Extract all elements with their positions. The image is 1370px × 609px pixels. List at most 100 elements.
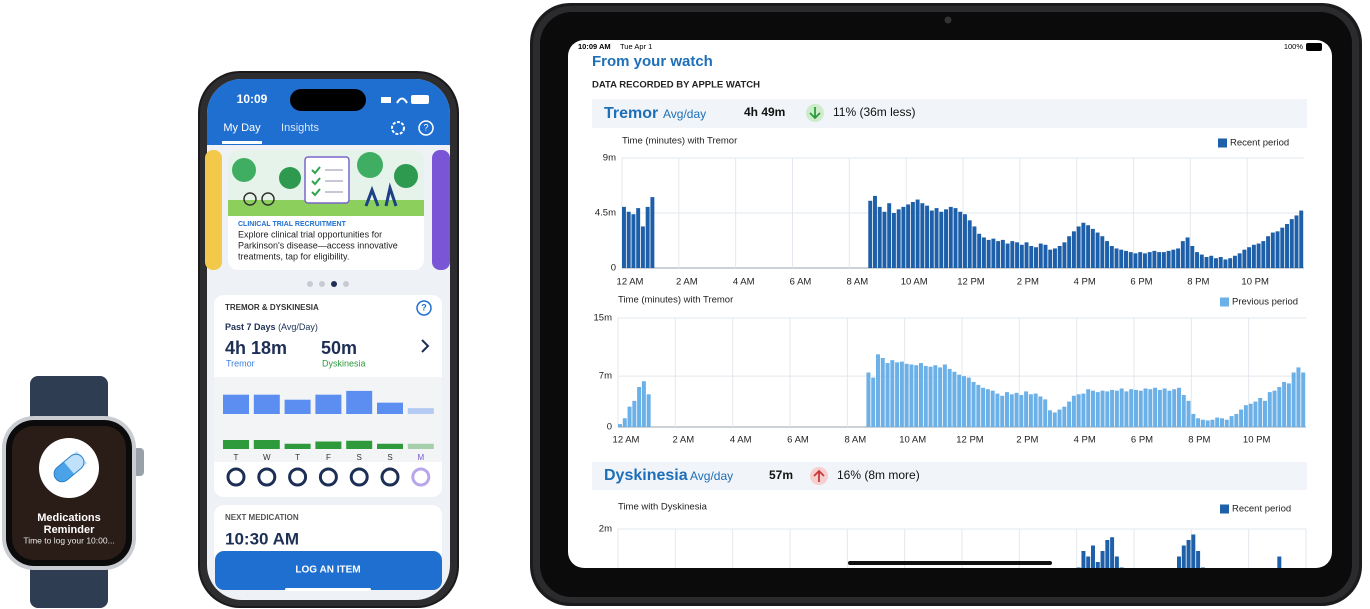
- help-icon[interactable]: [418, 120, 434, 136]
- bar: [986, 239, 991, 268]
- bar: [1086, 389, 1091, 427]
- card-text: Parkinson's disease—access innovative: [238, 240, 398, 250]
- legend-label: Recent period: [1232, 504, 1291, 515]
- card-text: treatments, tap for eligibility.: [238, 251, 349, 261]
- bar: [990, 390, 995, 427]
- day-ring: [349, 467, 369, 487]
- bar: [627, 406, 632, 427]
- bar: [1289, 219, 1294, 268]
- bar: [1038, 243, 1043, 268]
- bar: [1062, 242, 1067, 268]
- bar: [1294, 215, 1299, 268]
- bar: [1243, 405, 1248, 427]
- bar: [873, 195, 877, 268]
- bar: [1110, 537, 1115, 568]
- bar: [1153, 387, 1158, 427]
- bar: [1000, 239, 1005, 268]
- bar: [622, 206, 626, 268]
- bar: [1218, 257, 1223, 268]
- bar: [934, 208, 939, 268]
- bar: [640, 226, 645, 268]
- svg-text:?: ?: [421, 302, 427, 312]
- x-tick-label: 12 AM: [613, 435, 640, 446]
- bar: [626, 211, 631, 268]
- tab[interactable]: Insights: [281, 122, 319, 134]
- bar: [981, 237, 986, 268]
- bar: [1071, 231, 1076, 268]
- tremor-label: Tremor: [226, 358, 255, 368]
- x-tick-label: 12 PM: [956, 435, 984, 446]
- bar: [1029, 246, 1034, 268]
- bar: [1076, 567, 1081, 568]
- bar: [942, 364, 947, 427]
- bar: [923, 365, 928, 427]
- bar: [1253, 401, 1258, 427]
- day-label: S: [387, 453, 392, 462]
- next-med-card[interactable]: [214, 505, 442, 565]
- card-tag: CLINICAL TRIAL RECRUITMENT: [238, 221, 347, 228]
- bar: [866, 372, 871, 427]
- bar: [1095, 232, 1100, 268]
- bar: [1091, 390, 1095, 427]
- bar: [1172, 389, 1177, 427]
- bar: [1119, 388, 1124, 427]
- tremor-value: 4h 18m: [225, 338, 287, 358]
- bar: [1005, 392, 1009, 427]
- legend-swatch: [1220, 504, 1229, 514]
- card-title: TREMOR & DYSKINESIA: [225, 303, 319, 312]
- bar: [346, 390, 373, 414]
- bar: [952, 371, 957, 427]
- bar: [1019, 395, 1024, 427]
- bar: [1228, 258, 1233, 268]
- bar: [253, 440, 280, 449]
- bar: [1190, 246, 1195, 268]
- bar: [223, 440, 249, 449]
- bar: [1119, 567, 1124, 568]
- bar: [1200, 419, 1205, 427]
- bar: [1299, 210, 1304, 268]
- bar: [1124, 391, 1129, 427]
- settings-icon[interactable]: [391, 121, 405, 135]
- bar: [1105, 540, 1110, 568]
- bar: [939, 211, 944, 268]
- section-change: 16% (8m more): [837, 468, 920, 482]
- bar: [947, 368, 952, 427]
- bar: [915, 199, 920, 268]
- log-button[interactable]: [215, 551, 442, 590]
- bar: [1177, 556, 1181, 568]
- x-tick-label: 2 AM: [673, 435, 695, 446]
- bar: [966, 377, 971, 427]
- bar: [622, 418, 627, 427]
- day-label: S: [357, 453, 362, 462]
- bar: [1095, 562, 1100, 568]
- bar: [1134, 389, 1138, 427]
- log-button-label[interactable]: LOG AN ITEM: [295, 565, 360, 576]
- bar: [1223, 259, 1228, 268]
- y-tick-label: 9m: [603, 153, 616, 164]
- bar: [1291, 372, 1296, 427]
- day-ring: [226, 467, 246, 487]
- bar: [1147, 252, 1152, 268]
- bar: [1109, 246, 1114, 268]
- bar: [1142, 253, 1147, 268]
- bar: [1191, 413, 1196, 427]
- bar: [977, 233, 982, 268]
- x-tick-label: 2 PM: [1016, 435, 1038, 446]
- bar: [377, 402, 403, 414]
- x-tick-label: 12 PM: [957, 277, 985, 288]
- chart-title: Time with Dyskinesia: [618, 502, 708, 513]
- bar: [1296, 367, 1301, 427]
- legend-swatch: [1218, 138, 1227, 148]
- bar: [1263, 400, 1267, 427]
- next-med-time: 10:30 AM: [225, 529, 299, 548]
- bar: [1043, 399, 1048, 427]
- bar: [1214, 258, 1218, 268]
- ipad: 10:09 AM Tue Apr 1 100% From your watch …: [530, 3, 1362, 606]
- x-tick-label: 2 AM: [676, 277, 698, 288]
- bar: [641, 381, 646, 427]
- legend-swatch: [1220, 297, 1229, 307]
- ipad-title: From your watch: [592, 53, 713, 70]
- tab[interactable]: My Day: [223, 122, 261, 134]
- bar: [646, 394, 651, 427]
